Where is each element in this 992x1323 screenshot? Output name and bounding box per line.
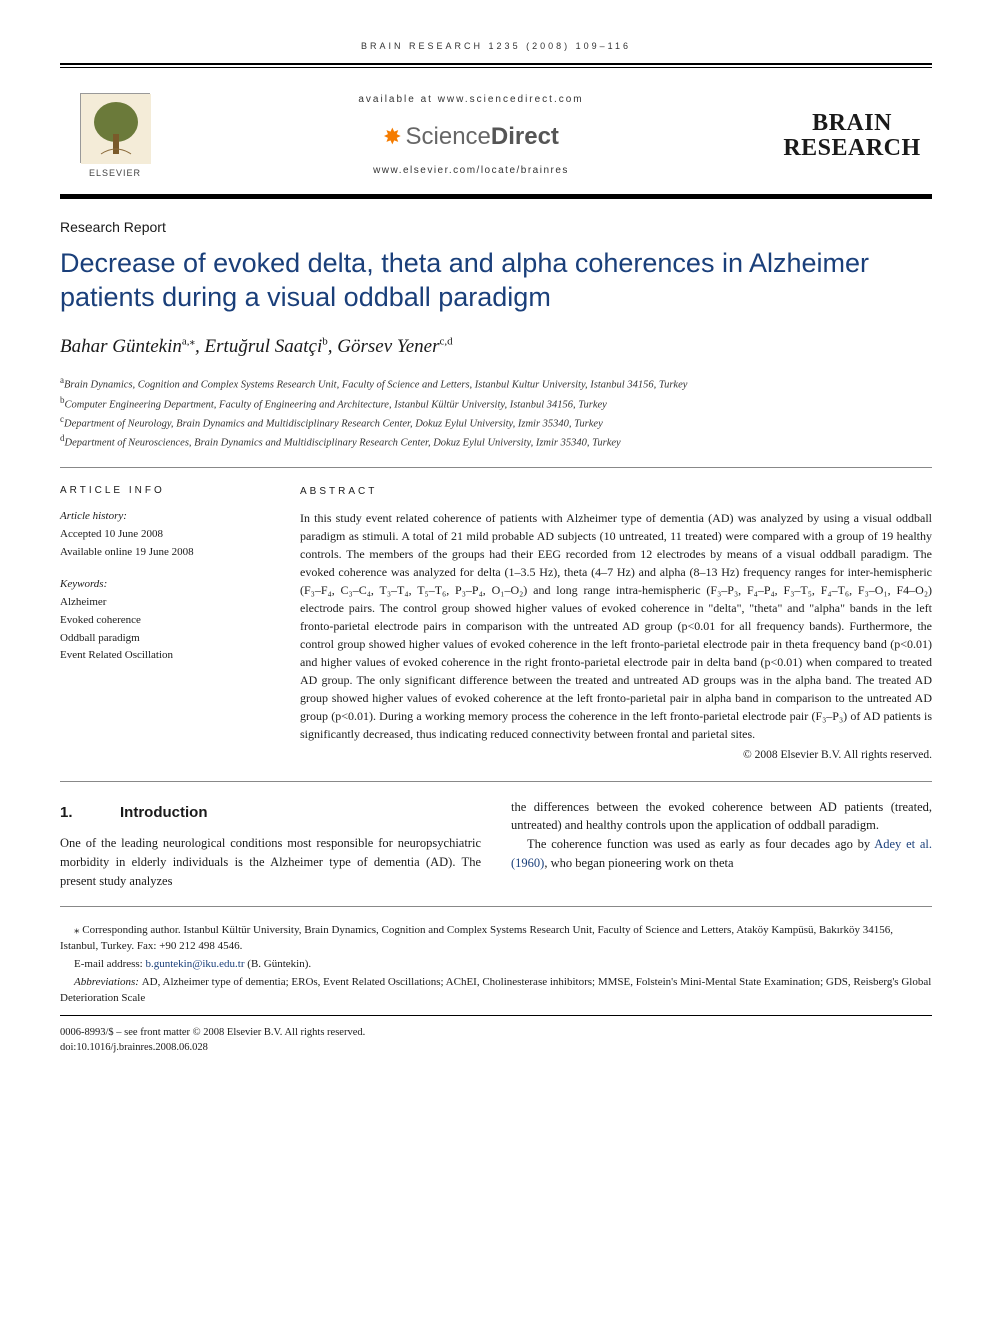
bottom-meta: 0006-8993/$ – see front matter © 2008 El… [60, 1026, 932, 1055]
section-heading: 1.Introduction [60, 802, 481, 825]
front-matter: 0006-8993/$ – see front matter © 2008 El… [60, 1026, 932, 1041]
affiliation-a: aBrain Dynamics, Cognition and Complex S… [60, 374, 932, 393]
affiliation-b: bComputer Engineering Department, Facult… [60, 394, 932, 413]
column-left: 1.Introduction One of the leading neurol… [60, 798, 481, 891]
intro-p1-right: the differences between the evoked coher… [511, 798, 932, 836]
elsevier-tree-icon [80, 93, 150, 163]
section-number: 1. [60, 802, 120, 825]
email-line: E-mail address: b.guntekin@iku.edu.tr (B… [60, 957, 932, 973]
accepted-date: Accepted 10 June 2008 [60, 527, 260, 543]
section-title: Introduction [120, 804, 207, 821]
intro-p1-left: One of the leading neurological conditio… [60, 834, 481, 890]
author-1: Bahar Güntekina,⁎ [60, 336, 195, 357]
center-banner: available at www.sciencedirect.com ✸ Sci… [160, 93, 782, 179]
abbreviations: Abbreviations: AD, Alzheimer type of dem… [60, 975, 932, 1007]
publisher-banner: ELSEVIER available at www.sciencedirect.… [60, 68, 932, 194]
rule-above-abstract [60, 467, 932, 468]
article-title: Decrease of evoked delta, theta and alph… [60, 247, 932, 315]
history-label: Article history: [60, 509, 260, 525]
footnotes: ⁎ Corresponding author. Istanbul Kültür … [60, 923, 932, 1007]
article-info: ARTICLE INFO Article history: Accepted 1… [60, 484, 260, 764]
online-date: Available online 19 June 2008 [60, 545, 260, 561]
rule-top-thick [60, 63, 932, 65]
authors-line: Bahar Güntekina,⁎, Ertuğrul Saatçib, Gör… [60, 333, 932, 361]
keyword-4: Event Related Oscillation [60, 648, 260, 664]
keyword-3: Oddball paradigm [60, 631, 260, 647]
author-3: Görsev Yenerc,d [337, 336, 452, 357]
affiliation-d: dDepartment of Neurosciences, Brain Dyna… [60, 432, 932, 451]
rule-below-abstract [60, 781, 932, 782]
sd-text: ScienceDirect [406, 120, 559, 155]
affiliations: aBrain Dynamics, Cognition and Complex S… [60, 374, 932, 451]
email-link[interactable]: b.guntekin@iku.edu.tr [145, 958, 244, 970]
locate-url: www.elsevier.com/locate/brainres [160, 164, 782, 179]
rule-banner-bottom [60, 194, 932, 199]
sciencedirect-logo: ✸ ScienceDirect [160, 120, 782, 155]
info-abstract-row: ARTICLE INFO Article history: Accepted 1… [60, 484, 932, 764]
column-right: the differences between the evoked coher… [511, 798, 932, 891]
available-at: available at www.sciencedirect.com [160, 93, 782, 108]
abstract-head: ABSTRACT [300, 484, 932, 499]
keyword-2: Evoked coherence [60, 613, 260, 629]
sd-word2: Direct [491, 123, 559, 150]
abstract: ABSTRACT In this study event related coh… [300, 484, 932, 764]
intro-p2-right: The coherence function was used as early… [511, 835, 932, 873]
elsevier-logo: ELSEVIER [70, 86, 160, 186]
doi: doi:10.1016/j.brainres.2008.06.028 [60, 1041, 932, 1056]
affiliation-c: cDepartment of Neurology, Brain Dynamics… [60, 413, 932, 432]
abstract-text: In this study event related coherence of… [300, 509, 932, 743]
sd-word1: Science [406, 123, 491, 150]
running-head: BRAIN RESEARCH 1235 (2008) 109–116 [60, 40, 932, 53]
keyword-1: Alzheimer [60, 595, 260, 611]
sd-burst-icon: ✸ [383, 126, 401, 148]
journal-line1: BRAIN [782, 111, 922, 136]
journal-line2: RESEARCH [782, 136, 922, 161]
elsevier-wordmark: ELSEVIER [89, 167, 141, 180]
rule-above-doi [60, 1015, 932, 1016]
article-info-head: ARTICLE INFO [60, 484, 260, 499]
author-2: Ertuğrul Saatçib [205, 336, 328, 357]
article-type: Research Report [60, 217, 932, 237]
corresponding-author: ⁎ Corresponding author. Istanbul Kültür … [60, 923, 932, 955]
rule-above-footnotes [60, 906, 932, 907]
abstract-copyright: © 2008 Elsevier B.V. All rights reserved… [300, 747, 932, 764]
journal-logo: BRAIN RESEARCH [782, 111, 922, 161]
keywords-label: Keywords: [60, 577, 260, 593]
body-columns: 1.Introduction One of the leading neurol… [60, 798, 932, 891]
